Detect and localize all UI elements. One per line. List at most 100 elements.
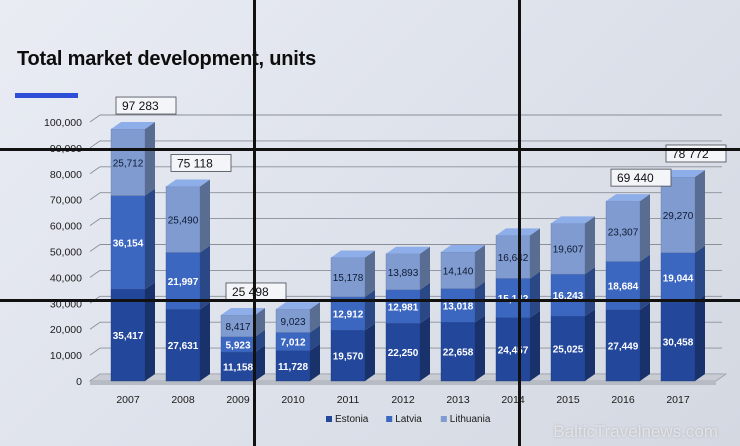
- bar-value-label: 23,307: [608, 227, 639, 238]
- bar-value-label: 30,458: [663, 338, 694, 349]
- bar-value-label: 25,025: [553, 345, 584, 356]
- bar-value-label: 18,684: [608, 282, 639, 293]
- bar-value-label: 24,457: [498, 345, 529, 356]
- bar-segment: [110, 128, 146, 196]
- bar-value-label: 19,044: [663, 273, 694, 284]
- bar-segment-side: [200, 179, 210, 253]
- bar-value-label: 36,154: [113, 238, 144, 249]
- bar-segment: [660, 301, 696, 382]
- bar-segment-side: [585, 309, 595, 381]
- bar-segment: [550, 315, 586, 382]
- bar-value-label: 8,417: [225, 322, 250, 333]
- bar-segment: [165, 309, 201, 382]
- gridline-depth: [89, 192, 101, 201]
- gridline-depth: [89, 347, 101, 356]
- bar-segment-side: [420, 316, 430, 381]
- bar-segment: [385, 253, 421, 290]
- bar-top-cap: [166, 179, 210, 187]
- y-tick-label: 70,000: [50, 195, 82, 207]
- x-tick-label: 2014: [501, 394, 525, 406]
- bar-segment-side: [475, 244, 485, 289]
- bar-top-cap: [331, 250, 375, 258]
- y-tick-label: 40,000: [50, 272, 82, 284]
- bar-value-label: 19,607: [553, 245, 584, 256]
- legend-label: Latvia: [395, 414, 422, 425]
- title-underline: [15, 93, 78, 98]
- bar-segment-side: [585, 267, 595, 317]
- bar-segment-side: [145, 282, 155, 381]
- bar-segment: [275, 350, 311, 382]
- bar-segment-side: [530, 310, 540, 381]
- bar-segment-side: [200, 245, 210, 310]
- chart-floor-edge: [90, 381, 716, 385]
- gridline-depth: [89, 140, 101, 149]
- bar-top-cap: [606, 194, 650, 202]
- bar-segment-side: [145, 188, 155, 290]
- bar-segment-side: [475, 315, 485, 381]
- bar-segment: [330, 330, 366, 382]
- bar-value-label: 27,631: [168, 341, 199, 352]
- bar-segment-side: [695, 245, 705, 303]
- bar-segment-side: [585, 216, 595, 275]
- gridline-depth: [89, 321, 101, 330]
- gridline-depth: [89, 218, 101, 226]
- bar-value-label: 11,158: [223, 363, 253, 374]
- bar-top-cap: [441, 244, 485, 252]
- bar-value-label: 11,728: [278, 362, 308, 373]
- y-tick-label: 60,000: [50, 221, 82, 233]
- legend-swatch: [326, 416, 332, 422]
- x-tick-label: 2008: [171, 394, 195, 406]
- y-tick-label: 10,000: [50, 350, 82, 362]
- gridline-depth: [89, 244, 101, 252]
- bar-segment-side: [640, 254, 650, 310]
- bar-value-label: 27,449: [608, 341, 639, 352]
- bar-top-cap: [111, 122, 155, 130]
- bar-top-cap: [276, 302, 320, 310]
- bar-value-label: 19,570: [333, 352, 364, 363]
- bar-segment: [385, 289, 421, 324]
- screen-seam-horizontal-top: [0, 148, 740, 151]
- bar-segment: [550, 273, 586, 317]
- bar-segment-side: [310, 325, 320, 351]
- bar-segment-side: [420, 246, 430, 290]
- gridline-depth: [89, 270, 101, 278]
- x-tick-label: 2007: [116, 394, 140, 406]
- bar-segment-side: [310, 343, 320, 381]
- bar-value-label: 35,417: [113, 331, 144, 342]
- bar-segment: [495, 235, 531, 279]
- bar-segment-side: [255, 345, 265, 381]
- bar-value-label: 16,642: [498, 253, 529, 264]
- bar-top-cap: [386, 246, 430, 254]
- bar-value-label: 12,912: [333, 310, 364, 321]
- bar-segment-side: [365, 323, 375, 381]
- bar-top-cap: [551, 216, 595, 224]
- bar-value-label: 21,997: [168, 277, 199, 288]
- bar-segment: [385, 323, 421, 382]
- x-tick-label: 2010: [281, 394, 305, 406]
- y-tick-label: 50,000: [50, 247, 82, 259]
- bar-segment: [495, 317, 531, 382]
- total-callout-label: 97 283: [122, 99, 159, 113]
- bar-segment: [605, 309, 641, 382]
- total-callout-label: 69 440: [617, 171, 654, 185]
- bar-value-label: 5,923: [225, 340, 250, 351]
- bar-segment: [220, 351, 256, 382]
- bar-segment-side: [640, 194, 650, 262]
- bar-value-label: 15,178: [333, 273, 364, 284]
- legend-label: Lithuania: [450, 414, 491, 425]
- y-tick-label: 100,000: [44, 117, 82, 129]
- bar-segment: [330, 296, 366, 331]
- bar-segment-side: [255, 329, 265, 353]
- total-callout-label: 25 498: [232, 285, 269, 299]
- bar-segment: [660, 176, 696, 253]
- legend-swatch: [440, 416, 447, 422]
- bar-value-label: 29,270: [663, 211, 694, 222]
- legend-label: Estonia: [335, 414, 369, 425]
- x-tick-label: 2011: [337, 394, 360, 406]
- bar-value-label: 9,023: [280, 317, 305, 328]
- bar-value-label: 25,712: [113, 158, 144, 169]
- bar-value-label: 16,243: [553, 291, 584, 302]
- x-tick-label: 2016: [611, 394, 635, 406]
- x-tick-label: 2017: [666, 394, 690, 406]
